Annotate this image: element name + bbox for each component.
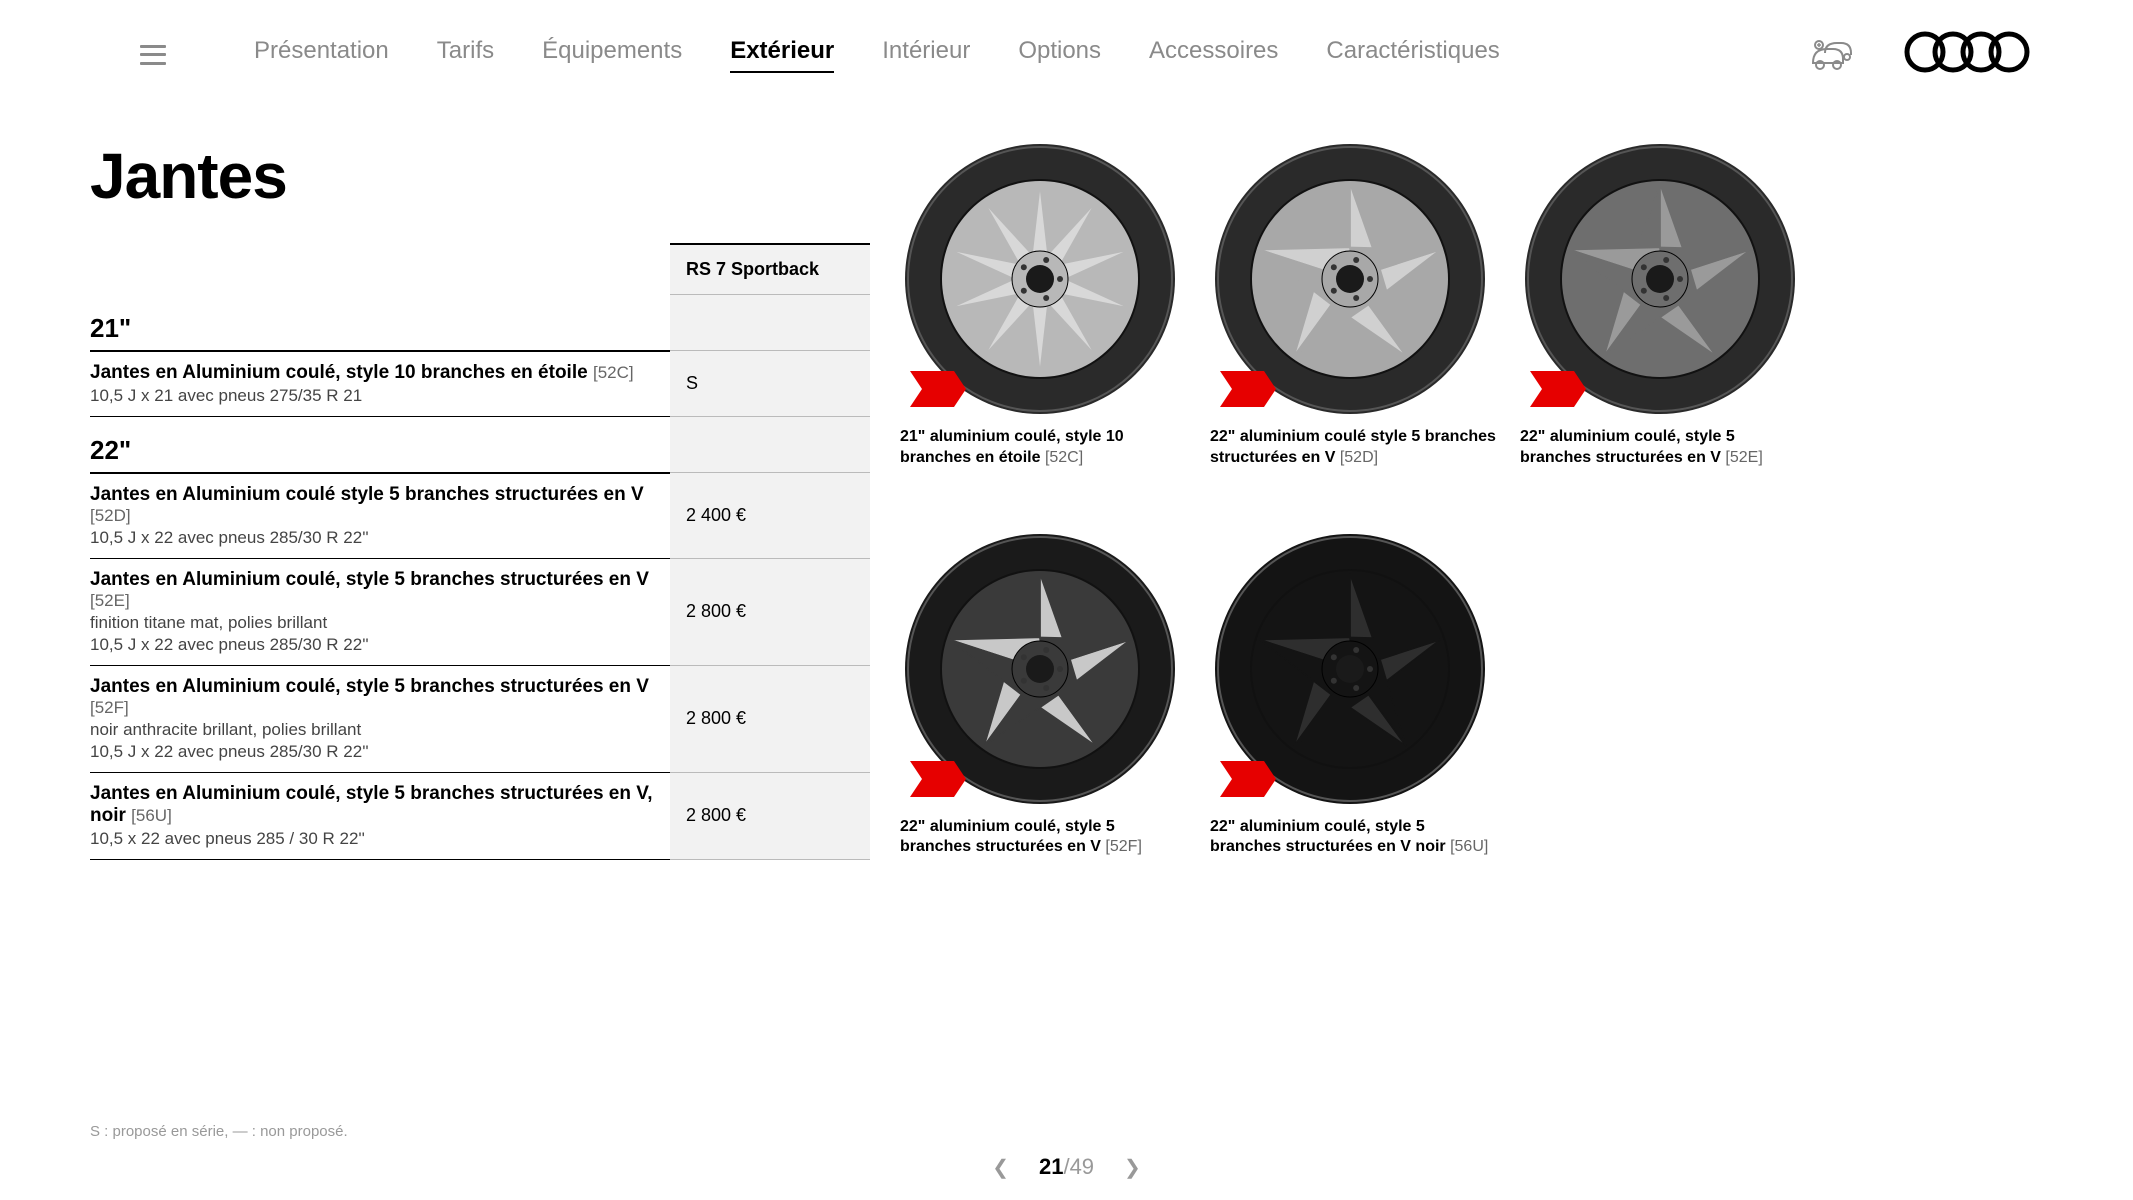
table-row: Jantes en Aluminium coulé, style 10 bran… xyxy=(90,351,870,417)
nav-item[interactable]: Présentation xyxy=(254,37,389,73)
table-row: Jantes en Aluminium coulé, style 5 branc… xyxy=(90,772,870,859)
price-cell: 2 800 € xyxy=(670,665,870,772)
price-cell: S xyxy=(670,351,870,417)
wheel-card[interactable]: 22" aluminium coulé, style 5 branches st… xyxy=(1520,139,1810,469)
table-row: Jantes en Aluminium coulé, style 5 branc… xyxy=(90,558,870,665)
nav-item[interactable]: Intérieur xyxy=(882,37,970,73)
footnote: S : proposé en série, — : non proposé. xyxy=(90,1123,348,1140)
spec-table: RS 7 Sportback21"Jantes en Aluminium cou… xyxy=(90,243,870,860)
menu-icon[interactable] xyxy=(140,45,166,65)
header: Présentation Tarifs Équipements Extérieur In… xyxy=(0,0,2133,99)
wheel-image xyxy=(900,139,1180,419)
size-group-header: 22" xyxy=(90,416,670,473)
current-page: 21 xyxy=(1039,1154,1063,1179)
wheel-grid: 21" aluminium coulé, style 10 branches e… xyxy=(900,139,1810,860)
table-row: Jantes en Aluminium coulé style 5 branch… xyxy=(90,473,870,559)
price-cell: 2 800 € xyxy=(670,558,870,665)
top-nav: Présentation Tarifs Équipements Extérieur In… xyxy=(254,37,1719,73)
wheel-card[interactable]: 22" aluminium coulé, style 5 branches st… xyxy=(900,529,1190,859)
wheel-image xyxy=(900,529,1180,809)
wheel-card[interactable]: 22" aluminium coulé style 5 branches str… xyxy=(1210,139,1500,469)
wheel-image xyxy=(1520,139,1800,419)
wheel-caption: 22" aluminium coulé, style 5 branches st… xyxy=(1520,427,1810,469)
nav-item[interactable]: Accessoires xyxy=(1149,37,1278,73)
compare-icon[interactable] xyxy=(1807,35,1855,75)
wheel-caption: 21" aluminium coulé, style 10 branches e… xyxy=(900,427,1190,469)
next-page-button[interactable]: ❯ xyxy=(1124,1155,1141,1180)
nav-item[interactable]: Équipements xyxy=(542,37,682,73)
nav-item[interactable]: Options xyxy=(1018,37,1101,73)
price-cell: 2 400 € xyxy=(670,473,870,559)
table-row: Jantes en Aluminium coulé, style 5 branc… xyxy=(90,665,870,772)
page-indicator: 21/49 xyxy=(1039,1154,1094,1180)
pager: ❮ 21/49 ❯ xyxy=(992,1154,1141,1180)
size-group-header: 21" xyxy=(90,295,670,351)
wheel-card[interactable]: 21" aluminium coulé, style 10 branches e… xyxy=(900,139,1190,469)
prev-page-button[interactable]: ❮ xyxy=(992,1155,1009,1180)
wheel-caption: 22" aluminium coulé, style 5 branches st… xyxy=(1210,817,1500,859)
nav-item[interactable]: Caractéristiques xyxy=(1326,37,1499,73)
spec-column: Jantes RS 7 Sportback21"Jantes en Alumin… xyxy=(90,139,870,860)
wheel-image xyxy=(1210,529,1490,809)
nav-item[interactable]: Tarifs xyxy=(437,37,494,73)
brand-logo xyxy=(1903,30,2033,79)
main-content: Jantes RS 7 Sportback21"Jantes en Alumin… xyxy=(0,99,2133,860)
nav-item[interactable]: Extérieur xyxy=(730,37,834,73)
wheel-image xyxy=(1210,139,1490,419)
page-title: Jantes xyxy=(90,139,870,213)
wheel-card[interactable]: 22" aluminium coulé, style 5 branches st… xyxy=(1210,529,1500,859)
model-header: RS 7 Sportback xyxy=(670,244,870,295)
wheel-caption: 22" aluminium coulé, style 5 branches st… xyxy=(900,817,1190,859)
price-cell: 2 800 € xyxy=(670,772,870,859)
wheel-caption: 22" aluminium coulé style 5 branches str… xyxy=(1210,427,1500,469)
